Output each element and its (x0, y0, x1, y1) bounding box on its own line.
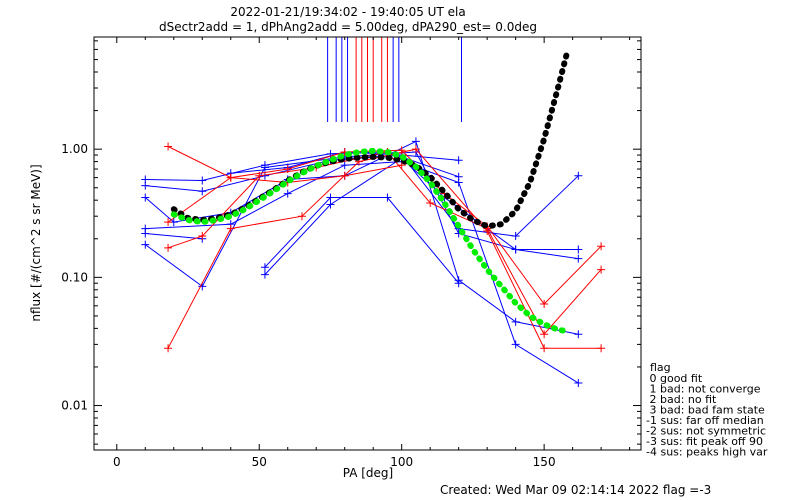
series-line-4 (145, 161, 579, 384)
data-point-11-0 (164, 243, 173, 252)
data-point-3-0 (141, 240, 150, 249)
data-point-4-5 (454, 178, 463, 187)
y-axis-label: nflux [#/(cm^2 s sr MeV)] (29, 164, 43, 321)
y-tick-label: 0.01 (61, 399, 88, 413)
series-line-6 (264, 197, 460, 284)
data-point-12-3 (340, 171, 349, 180)
fit-curve-green (170, 147, 570, 335)
legend-entry: 1 bad: not converge (646, 383, 761, 396)
data-point-5-1 (326, 200, 335, 209)
series-line-2 (144, 140, 579, 335)
series-line-0 (145, 151, 459, 182)
data-point-11-1 (198, 232, 207, 241)
data-point-0-1 (198, 176, 207, 185)
data-point-5-5 (574, 254, 583, 263)
data-point-4-2 (283, 189, 292, 198)
legend-entry: 2 bad: no fit (646, 393, 717, 406)
y-tick-label: 1.00 (61, 142, 88, 156)
data-point-11-7 (540, 330, 549, 339)
x-axis-label: PA [deg] (343, 466, 393, 480)
data-point-1-1 (198, 187, 207, 196)
series-line-8 (145, 233, 203, 240)
axes: 0 50 100 150 0.01 0.10 1.00 (61, 37, 641, 469)
x-tick-label: 150 (533, 455, 556, 469)
data-point-11-5 (426, 199, 435, 208)
data-point-11-8 (597, 265, 606, 274)
data-point-2-0 (141, 193, 150, 202)
data-point-10-0 (164, 344, 173, 353)
legend-entry: 3 bad: bad fam state (646, 404, 765, 417)
data-point-5-0 (260, 270, 269, 279)
legend-title: flag (650, 361, 671, 374)
data-point-1-7 (574, 171, 583, 180)
legend-entry: -1 sus: far off median (646, 414, 764, 427)
data-point-1-6 (511, 232, 520, 241)
data-point-2-7 (511, 317, 520, 326)
data-point-8-0 (141, 229, 150, 238)
data-point-2-5 (411, 137, 420, 146)
fit-curve-black (170, 50, 570, 230)
plot-frame (93, 36, 642, 451)
data-point-5-4 (511, 245, 520, 254)
data-point-6-0 (260, 263, 269, 272)
data-point-6-1 (326, 193, 335, 202)
data-point-6-3 (454, 279, 463, 288)
series-line-11 (167, 151, 602, 336)
y-tick-label: 0.10 (61, 270, 88, 284)
data-point-9-0 (164, 142, 173, 151)
data-point-10-7 (597, 344, 606, 353)
x-tick-label: 0 (113, 455, 121, 469)
data-point-4-6 (511, 340, 520, 349)
data-point-4-3 (340, 161, 349, 170)
data-point-2-8 (574, 330, 583, 339)
series-line-5 (264, 157, 579, 275)
data-point-12-0 (164, 218, 173, 227)
data-point-10-6 (540, 344, 549, 353)
data-point-7-4 (454, 156, 463, 165)
data-point-10-4 (411, 145, 420, 154)
data-point-9-7 (540, 299, 549, 308)
flag-legend: flag 0 good fit 1 bad: not converge 2 ba… (646, 361, 768, 459)
footer-created: Created: Wed Mar 09 02:14:14 2022 flag =… (440, 483, 711, 497)
data-point-1-0 (141, 181, 150, 190)
legend-entry: -3 sus: fit peak off 90 (646, 435, 763, 448)
data-point-12-1 (226, 173, 235, 182)
data-point-11-2 (255, 171, 264, 180)
data-point-9-4 (397, 146, 406, 155)
data-point-10-1 (226, 224, 235, 233)
legend-entry: -2 sus: not symmetric (646, 425, 766, 438)
data-point-4-7 (574, 378, 583, 387)
data-point-6-2 (383, 193, 392, 202)
legend-entry: 0 good fit (646, 372, 703, 385)
data-point-10-2 (297, 212, 306, 221)
chart-title: 2022-01-21/19:34:02 - 19:40:05 UT ela (230, 5, 465, 19)
chart-subtitle: dSectr2add = 1, dPhAng2add = 5.00deg, dP… (159, 20, 537, 34)
x-tick-label: 100 (390, 455, 413, 469)
plot-marks (141, 37, 606, 387)
data-point-3-7 (574, 245, 583, 254)
x-tick-label: 50 (252, 455, 267, 469)
legend-entry: -4 sus: peaks high var (646, 446, 768, 459)
data-point-9-8 (597, 242, 606, 251)
